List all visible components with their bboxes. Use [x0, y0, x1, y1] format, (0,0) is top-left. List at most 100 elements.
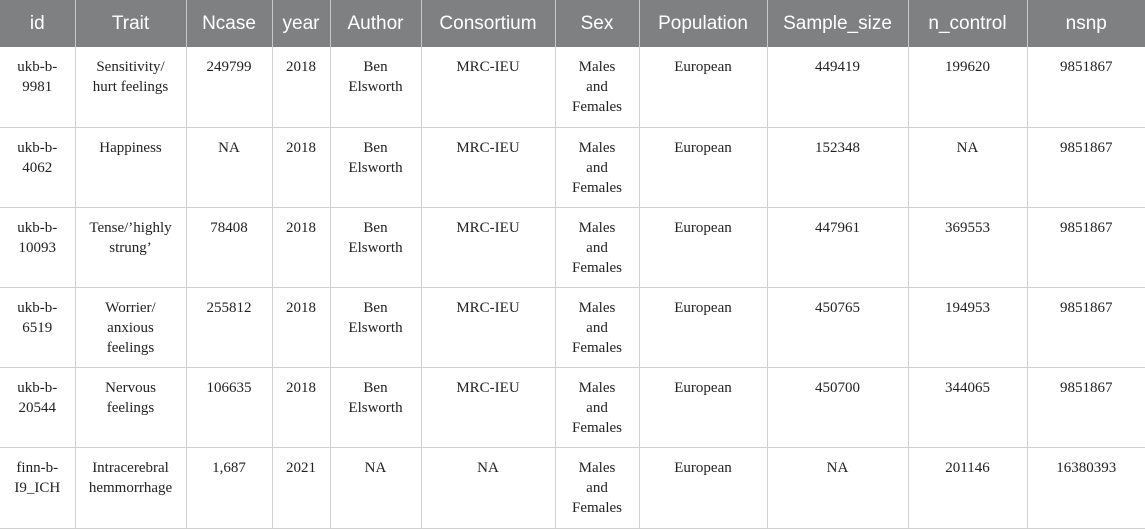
cell-population: European — [639, 127, 768, 208]
cell-ncase: 249799 — [186, 47, 273, 128]
cell-sex: Males and Females — [555, 287, 640, 368]
cell-trait: Worrier/anxious feelings — [75, 287, 187, 368]
cell-trait-line: Sensitivity/ — [96, 59, 165, 75]
cell-sex-line: Females — [572, 99, 622, 115]
cell-author-line: Ben — [363, 299, 388, 316]
cell-trait-line: feelings — [106, 339, 155, 356]
table-body: ukb-b- 9981 Sensitivity/hurt feelings 24979… — [0, 47, 1145, 529]
cell-sex-line: and — [586, 79, 608, 95]
cell-id: ukb-b- 10093 — [0, 207, 76, 288]
cell-sex: Males and Females — [555, 367, 640, 448]
cell-author-line: Elsworth — [348, 79, 403, 95]
cell-trait: Tense/’highly strung’ — [75, 207, 187, 288]
header-row: id Trait Ncase year Author Consortium Se… — [0, 0, 1145, 47]
cell-sample-size: 447961 — [767, 207, 909, 288]
cell-nsnp: 16380393 — [1027, 447, 1145, 529]
cell-n-control: 369553 — [908, 207, 1028, 288]
cell-sex-line: Females — [572, 179, 622, 196]
cell-author: Ben Elsworth — [330, 367, 422, 448]
cell-n-control: 201146 — [908, 447, 1028, 529]
header-population: Population — [639, 0, 768, 47]
cell-author-line: Ben — [363, 379, 388, 396]
cell-id-line: finn-b- — [16, 459, 59, 476]
cell-population: European — [639, 47, 768, 128]
cell-year: 2018 — [272, 367, 331, 448]
cell-sex-line: Males — [578, 459, 616, 476]
cell-n-control: NA — [908, 127, 1028, 208]
cell-trait: Nervous feelings — [75, 367, 187, 448]
header-ncase: Ncase — [186, 0, 273, 47]
cell-trait-line: Tense/’highly — [89, 219, 172, 236]
header-n-control: n_control — [908, 0, 1028, 47]
cell-trait-line: anxious — [107, 319, 154, 336]
cell-id-line: ukb-b- — [17, 219, 58, 236]
cell-sex-line: Females — [572, 259, 622, 276]
cell-trait-line: Happiness — [99, 139, 162, 156]
cell-ncase: NA — [186, 127, 273, 208]
cell-id-line: 9981 — [22, 79, 53, 95]
cell-consortium: MRC-IEU — [421, 287, 556, 368]
cell-sex-line: Males — [578, 59, 616, 75]
header-sample-size: Sample_size — [767, 0, 909, 47]
cell-trait: Intracerebral hemmorrhage — [75, 447, 187, 529]
cell-sample-size: 450700 — [767, 367, 909, 448]
cell-author-line: Elsworth — [348, 159, 403, 176]
cell-year: 2018 — [272, 47, 331, 128]
cell-sex: Males and Females — [555, 127, 640, 208]
cell-id-line: ukb-b- — [17, 139, 58, 156]
table-row: ukb-b- 6519 Worrier/anxious feelings 255812 2… — [0, 287, 1145, 368]
cell-author: Ben Elsworth — [330, 287, 422, 368]
cell-author: Ben Elsworth — [330, 47, 422, 128]
cell-author-line: NA — [364, 459, 387, 476]
cell-sex-line: Females — [572, 339, 622, 356]
cell-ncase: 1,687 — [186, 447, 273, 529]
table-row: finn-b- I9_ICH Intracerebral hemmorrhage 1,6… — [0, 447, 1145, 529]
cell-id-line: 4062 — [22, 159, 53, 176]
cell-id-line: ukb-b- — [17, 299, 58, 316]
cell-author-line: Ben — [363, 59, 388, 75]
header-sex: Sex — [555, 0, 640, 47]
cell-sex-line: and — [586, 319, 608, 336]
cell-trait-line: strung’ — [109, 239, 152, 256]
cell-id-line: 6519 — [22, 319, 53, 336]
cell-sex: Males and Females — [555, 47, 640, 128]
cell-year: 2018 — [272, 287, 331, 368]
cell-sex-line: Females — [572, 419, 622, 436]
cell-sex-line: Males — [578, 379, 616, 396]
cell-author-line: Ben — [363, 219, 388, 236]
cell-year: 2018 — [272, 207, 331, 288]
cell-n-control: 194953 — [908, 287, 1028, 368]
cell-author: NA — [330, 447, 422, 529]
cell-id: ukb-b- 9981 — [0, 47, 76, 128]
cell-n-control: 344065 — [908, 367, 1028, 448]
cell-id: ukb-b- 4062 — [0, 127, 76, 208]
table-row: ukb-b- 10093 Tense/’highly strung’ 78408 2018… — [0, 207, 1145, 288]
cell-trait-line: Intracerebral — [92, 459, 169, 476]
cell-trait-line: Worrier/ — [105, 299, 156, 316]
table-row: ukb-b- 4062 Happiness NA 2018 Ben Elsworth MRC-… — [0, 127, 1145, 208]
cell-id: ukb-b- 20544 — [0, 367, 76, 448]
cell-id-line: 10093 — [18, 239, 57, 256]
cell-population: European — [639, 207, 768, 288]
cell-n-control: 199620 — [908, 47, 1028, 128]
cell-sample-size: 450765 — [767, 287, 909, 368]
cell-nsnp: 9851867 — [1027, 47, 1145, 128]
cell-year: 2018 — [272, 127, 331, 208]
cell-nsnp: 9851867 — [1027, 207, 1145, 288]
cell-trait: Sensitivity/hurt feelings — [75, 47, 187, 128]
cell-id: ukb-b- 6519 — [0, 287, 76, 368]
header-trait: Trait — [75, 0, 187, 47]
cell-sex-line: and — [586, 239, 608, 256]
cell-id-line: I9_ICH — [14, 479, 61, 496]
header-id: id — [0, 0, 76, 47]
cell-population: European — [639, 367, 768, 448]
cell-author: Ben Elsworth — [330, 127, 422, 208]
cell-sample-size: NA — [767, 447, 909, 529]
cell-trait-line: Nervous — [105, 379, 156, 396]
header-nsnp: nsnp — [1027, 0, 1145, 47]
cell-year: 2021 — [272, 447, 331, 529]
cell-id: finn-b- I9_ICH — [0, 447, 76, 529]
cell-consortium: MRC-IEU — [421, 127, 556, 208]
cell-id-line: ukb-b- — [17, 59, 58, 75]
